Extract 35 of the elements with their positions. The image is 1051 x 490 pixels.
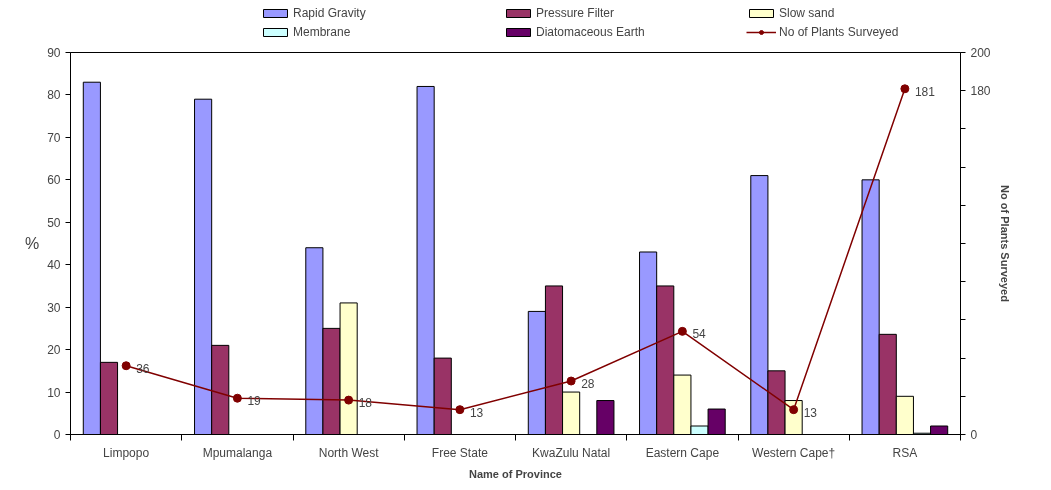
x-tick-label: Free State: [431, 445, 489, 460]
y2-tick-label: 200: [970, 46, 991, 60]
y-tick-label: 20: [47, 343, 61, 358]
data-label: 13: [803, 405, 818, 420]
x-tick-label: Western Cape†: [752, 445, 836, 460]
data-label: 13: [469, 405, 484, 420]
y2-tick-label: 180: [970, 84, 991, 99]
data-label: 54: [692, 327, 707, 342]
y-tick-label: 0: [53, 428, 61, 442]
x-axis-title: Name of Province: [469, 467, 562, 480]
x-tick-label: North West: [318, 445, 380, 460]
legend-label: Rapid Gravity: [293, 6, 367, 20]
y-tick-label: 80: [47, 88, 61, 103]
x-tick-label: KwaZulu Natal: [532, 445, 611, 460]
x-tick-label: Mpumalanga: [202, 445, 273, 460]
x-tick-label: RSA: [892, 445, 918, 460]
y-tick-label: 40: [47, 258, 61, 273]
x-tick-label: Eastern Cape: [645, 445, 720, 460]
legend-label: Membrane: [293, 25, 352, 39]
y-axis-title: %: [24, 235, 40, 252]
y-tick-label: 50: [47, 215, 61, 230]
y2-axis-title: No of Plants Surveyed: [998, 185, 1011, 302]
y-tick-label: 60: [47, 173, 61, 188]
legend-label: Slow sand: [779, 6, 836, 20]
legend-label: Diatomaceous Earth: [536, 25, 646, 39]
y-tick-label: 70: [47, 130, 61, 145]
y2-tick-label: 0: [970, 428, 978, 442]
y-tick-label: 10: [47, 385, 61, 400]
legend-label: No of Plants Surveyed: [779, 25, 900, 39]
y-tick-label: 30: [47, 300, 61, 315]
x-tick-label: Limpopo: [103, 445, 150, 460]
data-label: 181: [914, 84, 936, 99]
y-tick-label: 90: [47, 46, 61, 60]
data-label: 28: [581, 377, 595, 392]
legend-label: Pressure Filter: [536, 6, 616, 20]
